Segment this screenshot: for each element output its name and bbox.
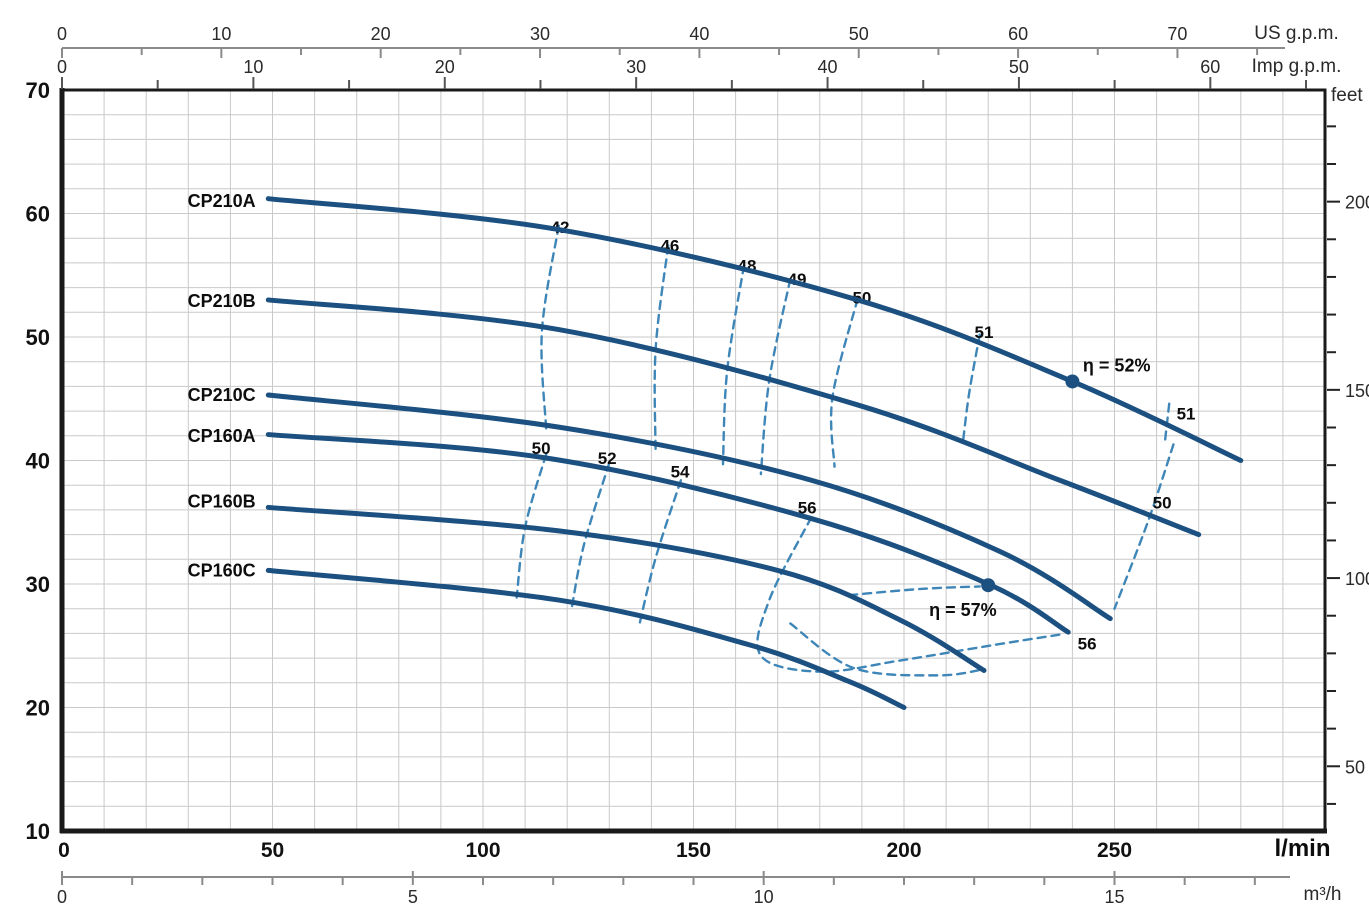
pump-curve-label-cp160b: CP160B bbox=[188, 491, 256, 511]
head-m-tick-label: 70 bbox=[26, 78, 50, 103]
axis-unit-feet: feet bbox=[1331, 85, 1363, 106]
efficiency-label-52-lower: 52 bbox=[598, 449, 617, 468]
feet-tick-label: 100 bbox=[1345, 569, 1369, 589]
efficiency-curve-54-lower bbox=[637, 479, 683, 629]
us-gpm-tick-label: 70 bbox=[1167, 24, 1187, 44]
efficiency-label-50-lower: 50 bbox=[532, 439, 551, 458]
efficiency-curve-52-lower bbox=[570, 461, 611, 612]
m3h-tick-label: 10 bbox=[754, 887, 774, 907]
feet-tick-label: 150 bbox=[1345, 381, 1369, 401]
efficiency-curve-57-hook-b bbox=[789, 622, 986, 677]
m3h-tick-label: 0 bbox=[57, 887, 67, 907]
feet-tick-label: 50 bbox=[1345, 757, 1365, 777]
efficiency-curve-42 bbox=[540, 224, 560, 430]
head-m-tick-label: 20 bbox=[26, 696, 50, 721]
pump-curve-cp160b bbox=[265, 504, 987, 673]
pump-curve-label-cp210c: CP210C bbox=[188, 385, 256, 405]
bep-dot-52 bbox=[1065, 374, 1080, 389]
imp-gpm-tick-label: 0 bbox=[57, 57, 67, 77]
imp-gpm-tick-label: 20 bbox=[435, 57, 455, 77]
pump-curve-label-cp160a: CP160A bbox=[188, 426, 256, 446]
lmin-tick-label: 200 bbox=[886, 839, 921, 862]
efficiency-label-56-right: 56 bbox=[1078, 634, 1097, 653]
us-gpm-tick-label: 0 bbox=[57, 24, 67, 44]
efficiency-curve-48 bbox=[721, 264, 746, 466]
m3h-tick-label: 5 bbox=[408, 887, 418, 907]
pump-curve-label-cp160c: CP160C bbox=[188, 560, 256, 580]
efficiency-curve-50-upper bbox=[829, 297, 859, 468]
us-gpm-tick-label: 30 bbox=[530, 24, 550, 44]
lmin-tick-label: 50 bbox=[261, 839, 284, 862]
efficiency-label-51: 51 bbox=[975, 323, 994, 342]
head-m-tick-label: 30 bbox=[26, 572, 50, 597]
efficiency-label-56-lower: 56 bbox=[798, 498, 817, 517]
lmin-tick-label: 250 bbox=[1097, 839, 1132, 862]
us-gpm-tick-label: 20 bbox=[371, 24, 391, 44]
axis-unit-m3h: m³/h bbox=[1303, 884, 1342, 905]
efficiency-curve-50-right bbox=[1113, 443, 1175, 610]
us-gpm-tick-label: 50 bbox=[849, 24, 869, 44]
imp-gpm-tick-label: 30 bbox=[626, 57, 646, 77]
bep-dot-57 bbox=[981, 578, 996, 593]
head-m-tick-label: 10 bbox=[26, 819, 50, 844]
efficiency-label-50-right: 50 bbox=[1153, 493, 1172, 512]
efficiency-label-51-right: 51 bbox=[1177, 405, 1196, 424]
pump-curve-cp160c bbox=[265, 567, 907, 710]
efficiency-curve-57-hook-a bbox=[848, 585, 981, 597]
efficiency-label-54-lower: 54 bbox=[671, 463, 690, 482]
imp-gpm-tick-label: 60 bbox=[1200, 57, 1220, 77]
efficiency-curve-51 bbox=[961, 333, 981, 444]
imp-gpm-tick-label: 40 bbox=[818, 57, 838, 77]
imp-gpm-tick-label: 10 bbox=[243, 57, 263, 77]
lmin-tick-label: 100 bbox=[465, 839, 500, 862]
lmin-tick-label: 0 bbox=[58, 839, 70, 862]
m3h-tick-label: 15 bbox=[1104, 887, 1124, 907]
bep-label-57: η = 57% bbox=[929, 600, 997, 620]
bep-label-52: η = 52% bbox=[1083, 355, 1151, 375]
head-m-tick-label: 40 bbox=[26, 449, 50, 474]
lmin-tick-label: 150 bbox=[676, 839, 711, 862]
feet-tick-label: 200 bbox=[1345, 193, 1369, 213]
imp-gpm-tick-label: 50 bbox=[1009, 57, 1029, 77]
axis-unit-us-gpm: US g.p.m. bbox=[1254, 23, 1339, 44]
pump-curve-label-cp210a: CP210A bbox=[188, 191, 256, 211]
us-gpm-tick-label: 60 bbox=[1008, 24, 1028, 44]
head-m-tick-label: 60 bbox=[26, 202, 50, 227]
pump-curve-cp210c bbox=[265, 392, 1113, 622]
us-gpm-tick-label: 40 bbox=[689, 24, 709, 44]
us-gpm-tick-label: 10 bbox=[211, 24, 231, 44]
pump-curve-cp210b bbox=[265, 297, 1202, 538]
axis-unit-imp-gpm: Imp g.p.m. bbox=[1251, 56, 1342, 77]
pump-curve-label-cp210b: CP210B bbox=[188, 291, 256, 311]
head-m-tick-label: 50 bbox=[26, 325, 50, 350]
pump-curve-cp210a bbox=[265, 196, 1244, 463]
axis-unit-lmin: l/min bbox=[1274, 835, 1331, 862]
